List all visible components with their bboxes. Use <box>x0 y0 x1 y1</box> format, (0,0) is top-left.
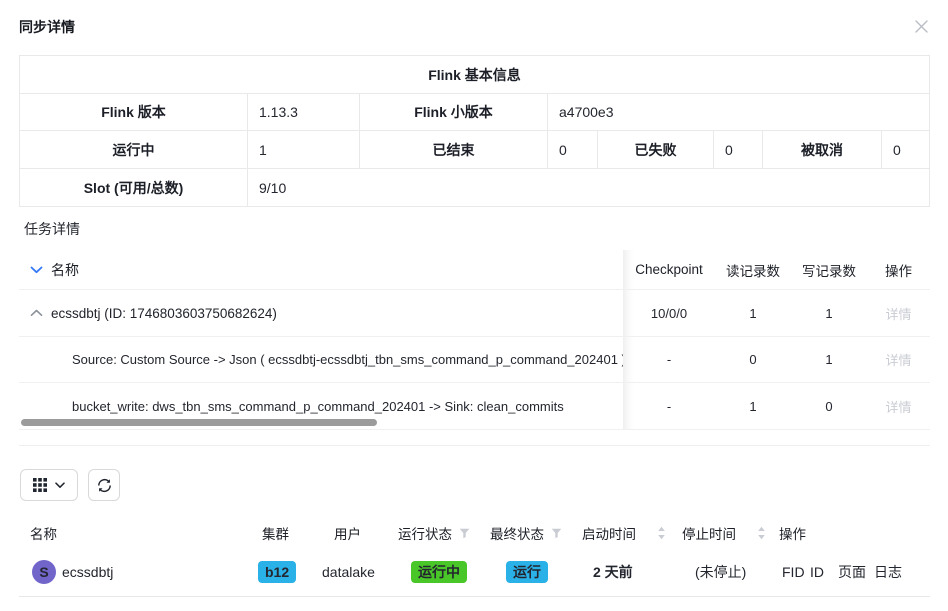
col-action-header: 操作 <box>885 263 912 279</box>
horizontal-scrollbar[interactable] <box>21 419 377 426</box>
finished-label: 已结束 <box>360 131 548 168</box>
task-checkpoint: - <box>666 352 672 367</box>
col-start-time: 启动时间 <box>582 523 666 543</box>
col-name: 名称 <box>30 527 57 542</box>
task-read-count: 0 <box>749 352 757 367</box>
detail-link[interactable]: 详情 <box>885 306 912 322</box>
job-row: S ecssdbtj b12 datalake 运行中 运行 2 天前 (未停止… <box>19 548 930 597</box>
table-row: Flink 基本信息 <box>20 56 929 94</box>
flink-minor-value: a4700e3 <box>559 104 614 120</box>
task-name: ecssdbtj (ID: 1746803603750682624) <box>51 305 277 321</box>
log-link[interactable]: 日志 <box>874 564 902 580</box>
filter-icon[interactable] <box>459 528 470 539</box>
chevron-down-icon <box>55 481 65 489</box>
table-row: Slot (可用/总数) 9/10 <box>20 169 929 206</box>
grid-icon <box>33 478 47 492</box>
canceled-label: 被取消 <box>763 131 882 168</box>
table-row: Flink 版本 1.13.3 Flink 小版本 a4700e3 <box>20 94 929 131</box>
stop-time: (未停止) <box>695 564 747 580</box>
task-write-count: 1 <box>825 352 833 367</box>
flink-version-label: Flink 版本 <box>20 94 248 130</box>
run-status-badge: 运行中 <box>411 561 467 583</box>
finished-value: 0 <box>548 131 598 168</box>
task-name: Source: Custom Source -> Json ( ecssdbtj… <box>72 352 623 367</box>
refresh-icon <box>96 477 113 494</box>
task-row-child: bucket_write: dws_tbn_sms_command_p_comm… <box>19 383 930 430</box>
col-name-header: 名称 <box>51 261 79 278</box>
task-row-parent: ecssdbtj (ID: 1746803603750682624) 10/0/… <box>19 290 930 337</box>
col-write-header: 写记录数 <box>802 263 856 279</box>
col-checkpoint-header: Checkpoint <box>635 262 703 277</box>
task-table-header: 名称 Checkpoint 读记录数 写记录数 操作 <box>19 250 930 290</box>
canceled-value: 0 <box>893 141 901 158</box>
task-row-child: Source: Custom Source -> Json ( ecssdbtj… <box>19 337 930 383</box>
task-write-count: 0 <box>825 398 833 414</box>
sorter-icon[interactable] <box>757 526 766 540</box>
task-write-count: 1 <box>825 305 833 321</box>
failed-value: 0 <box>714 131 763 168</box>
page-link[interactable]: 页面 <box>838 564 866 580</box>
detail-link[interactable]: 详情 <box>885 399 912 415</box>
filter-icon[interactable] <box>551 528 562 539</box>
refresh-button[interactable] <box>88 469 120 501</box>
avatar: S <box>32 560 56 584</box>
sorter-icon[interactable] <box>657 526 666 540</box>
slot-value: 9/10 <box>259 179 287 196</box>
col-cluster: 集群 <box>262 527 289 542</box>
task-checkpoint: 10/0/0 <box>650 305 688 321</box>
task-details-section-title: 任务详情 <box>24 221 80 237</box>
col-run-status: 运行状态 <box>398 523 470 543</box>
flink-minor-label: Flink 小版本 <box>360 94 548 130</box>
col-read-header: 读记录数 <box>726 263 780 279</box>
divider <box>19 445 930 446</box>
failed-label: 已失败 <box>598 131 714 168</box>
cluster-badge: b12 <box>258 561 297 583</box>
slot-label: Slot (可用/总数) <box>20 169 248 206</box>
running-label: 运行中 <box>20 131 248 168</box>
table-row: 运行中 1 已结束 0 已失败 0 被取消 0 <box>20 131 929 169</box>
task-read-count: 1 <box>749 398 757 414</box>
task-read-count: 1 <box>749 305 757 321</box>
col-final-status: 最终状态 <box>490 523 562 543</box>
close-button[interactable] <box>906 11 936 41</box>
job-name: ecssdbtj <box>62 564 114 580</box>
detail-link[interactable]: 详情 <box>885 353 912 368</box>
fid-link[interactable]: FID <box>782 564 805 580</box>
page-title: 同步详情 <box>19 19 75 35</box>
id-link[interactable]: ID <box>810 564 824 580</box>
job-user: datalake <box>322 564 375 580</box>
col-user: 用户 <box>334 527 361 542</box>
task-name: bucket_write: dws_tbn_sms_command_p_comm… <box>72 398 564 414</box>
chevron-down-icon[interactable] <box>29 263 43 277</box>
close-icon <box>914 19 929 34</box>
chevron-up-icon[interactable] <box>29 306 43 320</box>
task-checkpoint: - <box>666 398 672 414</box>
flink-info-table: Flink 基本信息 Flink 版本 1.13.3 Flink 小版本 a47… <box>19 55 930 207</box>
running-value: 1 <box>248 131 360 168</box>
jobs-table-header: 名称 集群 用户 运行状态 最终状态 启动时间 停止时间 操作 <box>19 518 930 548</box>
task-details-table: 名称 Checkpoint 读记录数 写记录数 操作 ecssdbtj (ID:… <box>19 250 930 430</box>
final-status-badge: 运行 <box>506 561 548 583</box>
table-settings-button[interactable] <box>20 469 78 501</box>
flink-info-title: Flink 基本信息 <box>428 66 521 83</box>
col-action: 操作 <box>779 527 806 542</box>
start-time: 2 天前 <box>593 564 633 580</box>
col-stop-time: 停止时间 <box>682 523 766 543</box>
flink-version-value: 1.13.3 <box>248 94 360 130</box>
